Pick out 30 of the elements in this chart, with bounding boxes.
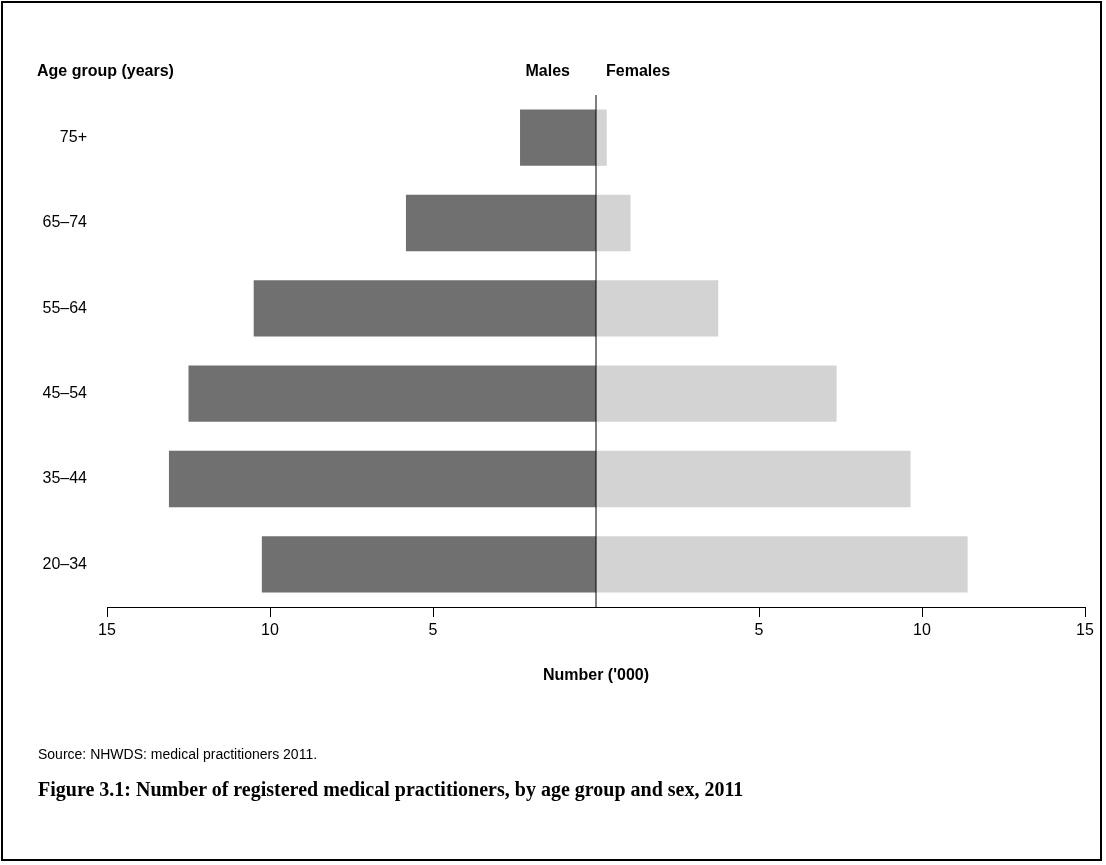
x-tick-label: 10 [913,621,931,639]
x-tick-label: 5 [428,621,438,639]
y-tick-label: 75+ [59,128,87,146]
bar [596,109,607,166]
bar [188,365,596,422]
bar [520,109,596,166]
text: Figure 3.1: Number of registered medical practitioners, by age group and sex, 2011 [38,778,744,801]
x-tick-label: 15 [1076,621,1094,639]
y-tick-label: 35–44 [42,469,88,487]
y-tick-label: 45–54 [42,384,88,402]
bar [596,194,631,252]
x-axis-title: Number ('000) [541,666,651,684]
x-tick-label: 10 [261,621,279,639]
series-label: Males [525,62,571,80]
y-tick-label: 65–74 [42,213,88,231]
bar [596,450,911,508]
bar [596,365,837,422]
series-label: Females [606,62,671,80]
source-note: Source: NHWDS: medical practitioners 2011. [38,746,318,762]
y-axis-title: Age group (years) [37,62,174,80]
bar [253,280,596,337]
bar [405,194,596,252]
bar [261,536,596,593]
bar [596,280,719,337]
y-tick-label: 20–34 [42,554,88,572]
bar [168,450,596,508]
x-tick-label: 5 [754,621,764,639]
x-tick-label: 15 [98,621,116,639]
y-tick-label: 55–64 [42,298,88,316]
bar [596,536,968,593]
